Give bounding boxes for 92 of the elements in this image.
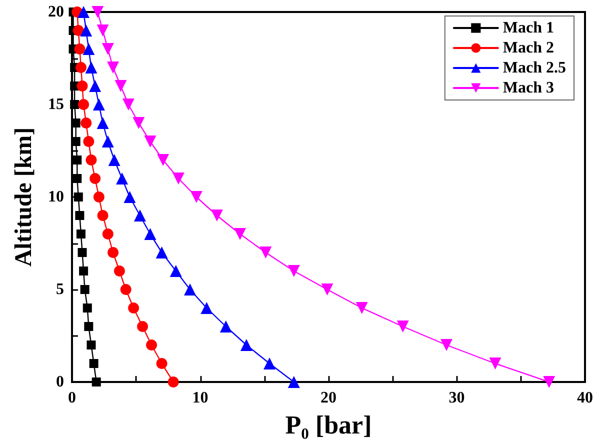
point [97,210,108,221]
point [264,358,276,370]
point [86,340,96,350]
point [134,210,146,222]
point [122,98,134,110]
y-tick-label: 10 [48,188,64,206]
point [96,24,109,36]
point [184,284,196,296]
point [170,265,182,277]
point [107,62,120,74]
point [156,358,168,369]
point [108,247,119,258]
y-tick-label: 0 [56,374,64,390]
point [80,24,92,36]
x-tick-label: 10 [192,390,208,406]
point [288,376,300,388]
point [72,25,84,36]
point [396,320,409,332]
legend-label: Mach 1 [502,20,554,36]
point [92,378,101,386]
point [89,359,98,368]
point [356,302,368,314]
point [172,172,184,184]
point [102,228,114,240]
point [70,100,80,109]
y-axis-title: Altitude [km] [11,127,37,267]
point [93,192,104,202]
point [86,154,97,166]
point [80,118,92,128]
point [240,339,252,351]
point [190,191,202,203]
point [128,302,140,314]
point [74,44,86,54]
point [76,230,86,238]
point [102,136,114,148]
point [288,265,300,277]
point [90,173,101,184]
point [146,340,158,350]
point [84,322,94,331]
point [144,136,156,148]
point [137,321,148,332]
point [144,228,156,240]
point [92,98,105,110]
point [83,136,94,147]
point [114,266,125,276]
point [168,376,179,388]
point [132,117,145,129]
point [210,210,223,222]
point [260,246,272,258]
point [120,284,132,295]
point [80,285,90,294]
point [78,6,90,18]
point [108,154,120,166]
point [82,43,95,55]
x-tick-label: 20 [320,390,336,406]
point [116,172,128,184]
point [234,228,246,240]
point [75,62,86,73]
point [92,6,104,18]
point [79,266,88,276]
point [321,284,334,296]
point [124,191,136,203]
x-tick-label: 0 [68,390,76,406]
point [489,358,502,370]
point [157,154,170,166]
legend-label: Mach 2.5 [502,60,566,76]
point [220,320,232,332]
y-tick-label: 15 [48,96,64,113]
point [89,80,102,92]
point [74,192,83,202]
point [543,376,556,388]
point [72,174,82,183]
point [440,339,452,351]
y-tick-label: 20 [48,4,64,20]
point [200,302,213,314]
legend-label: Mach 2 [502,40,554,56]
x-tick-label: 30 [448,390,465,406]
point [102,43,114,55]
y-tick-label: 5 [56,281,64,298]
point [156,246,168,258]
point [76,80,88,92]
point [114,80,127,92]
point [72,156,82,164]
point [82,304,92,312]
point [75,211,84,220]
point [78,99,90,110]
legend-label: Mach 3 [502,80,554,96]
point [78,248,87,257]
x-tick-label: 40 [577,390,593,406]
point [85,62,98,74]
x-axis-title: P₀ [bar] [285,410,372,440]
point [96,117,109,129]
